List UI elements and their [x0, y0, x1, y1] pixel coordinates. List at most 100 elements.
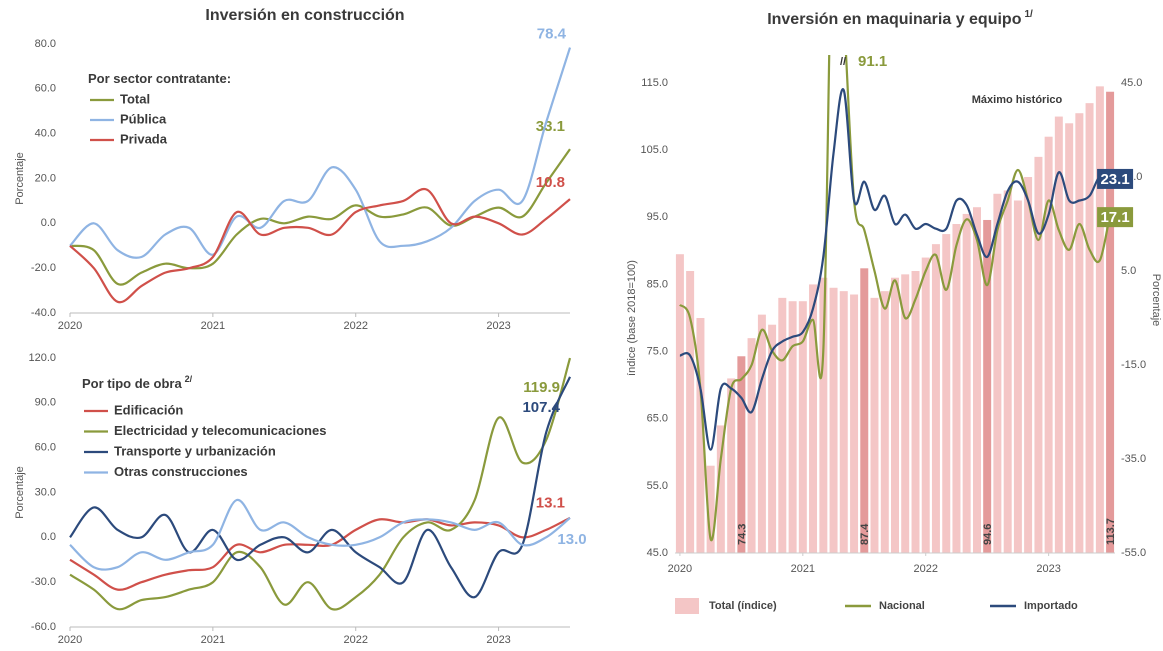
bar: [921, 257, 930, 553]
y-tick-label: 115.0: [641, 77, 668, 89]
y-tick-label: -30.0: [31, 576, 56, 588]
bar: [1095, 86, 1104, 553]
bar: [891, 277, 899, 553]
bar: [696, 318, 705, 553]
legend-label: Importado: [1024, 600, 1078, 612]
annotation: //: [840, 56, 846, 68]
bar: [706, 465, 715, 553]
bar: [778, 297, 787, 553]
bar: [798, 301, 807, 553]
bar: [1024, 177, 1033, 553]
subtitle: Por tipo de obra 2/: [82, 374, 193, 391]
y-tick-label: 60.0: [35, 442, 56, 454]
y2-tick-label: -35.0: [1121, 453, 1146, 465]
label-box: [1097, 207, 1134, 228]
subtitle-note: 2/: [185, 374, 193, 384]
bar: [829, 287, 838, 553]
line: [679, 88, 1111, 451]
data-label: 23.1: [1100, 171, 1129, 188]
legend-swatch: [675, 598, 699, 614]
x-tick-label: 2020: [58, 634, 82, 646]
y2-axis-label: Porcentaje: [1150, 274, 1162, 327]
data-label: 13.0: [557, 531, 586, 548]
bar-label: 94.6: [982, 524, 994, 545]
x-tick-label: 2023: [486, 320, 510, 332]
bar: [819, 277, 828, 553]
bar: [1054, 116, 1063, 554]
bar: [727, 378, 736, 553]
y-tick-label: 45.0: [647, 547, 668, 559]
bar: [1075, 113, 1084, 553]
chart-title: Inversión en construcción: [205, 7, 404, 24]
bar: [942, 234, 951, 554]
line: [69, 47, 572, 259]
line: [69, 516, 571, 591]
bar: [788, 301, 797, 553]
subtitle: Por sector contratante:: [88, 71, 231, 86]
y-tick-label: -40.0: [31, 307, 56, 319]
y-tick-label: 0.0: [41, 217, 56, 229]
label-box: [1097, 168, 1134, 189]
y-axis-label: Porcentaje: [14, 466, 26, 519]
x-tick-label: 2022: [343, 634, 367, 646]
y-tick-label: 60.0: [35, 83, 56, 95]
bar: [931, 244, 940, 553]
legend-label: Pública: [120, 111, 167, 126]
data-label: 17.1: [1100, 209, 1129, 226]
subtitle-text: Por sector contratante:: [88, 71, 231, 86]
subtitle-text: Por tipo de obra: [82, 376, 182, 391]
data-label: 13.1: [536, 495, 565, 512]
chart-title-text: Inversión en maquinaria y equipo: [767, 11, 1022, 28]
data-label: 119.9: [523, 379, 560, 396]
y-tick-label: 55.0: [647, 480, 668, 492]
legend-label: Total: [120, 91, 150, 106]
y-tick-label: 85.0: [647, 278, 668, 290]
line: [69, 187, 571, 304]
chart-title-note: 1/: [1024, 9, 1033, 20]
data-label: 78.4: [537, 26, 567, 43]
line: [69, 376, 572, 599]
bar: [880, 291, 889, 553]
y-tick-label: 95.0: [647, 211, 668, 223]
bar-label: 87.4: [859, 523, 871, 545]
legend-label: Electricidad y telecomunicaciones: [114, 423, 326, 438]
x-tick-label: 2021: [201, 634, 225, 646]
y-tick-label: 80.0: [35, 38, 56, 50]
line: [69, 498, 571, 571]
data-label: 10.8: [536, 174, 565, 191]
bar: [983, 219, 992, 553]
y-tick-label: 65.0: [647, 413, 668, 425]
bar: [1034, 156, 1043, 553]
legend-label: Nacional: [879, 600, 925, 612]
y2-tick-label: -55.0: [1121, 547, 1146, 559]
legend-label: Privada: [120, 131, 168, 146]
bar: [993, 193, 1002, 554]
bar: [1013, 200, 1022, 553]
bar: [675, 254, 684, 553]
line: [69, 357, 572, 611]
bar: [1085, 103, 1094, 554]
bar: [686, 271, 695, 553]
bar: [972, 207, 981, 553]
bar: [860, 268, 869, 553]
bar: [962, 213, 971, 553]
bar: [716, 425, 725, 553]
bar: [850, 294, 859, 553]
bar: [1003, 190, 1012, 553]
bar: [1044, 136, 1053, 553]
y-tick-label: 120.0: [28, 352, 56, 364]
y2-tick-label: 5.0: [1121, 265, 1136, 277]
y-tick-label: 75.0: [647, 345, 668, 357]
y-tick-label: 20.0: [35, 172, 56, 184]
x-tick-label: 2020: [668, 563, 692, 575]
x-tick-label: 2023: [486, 634, 510, 646]
y-tick-label: 105.0: [640, 144, 668, 156]
y-axis-label: Porcentaje: [14, 152, 26, 205]
bar: [870, 297, 879, 553]
legend-label: Edificación: [114, 402, 183, 417]
y-tick-label: -60.0: [31, 621, 56, 633]
y-tick-label: 30.0: [35, 486, 56, 498]
line-layer: [679, 55, 1112, 542]
